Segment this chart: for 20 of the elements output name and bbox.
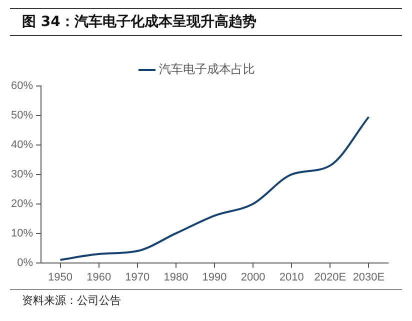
y-tick-label: 50% bbox=[10, 110, 34, 122]
x-tick-label: 2020E bbox=[314, 271, 346, 284]
chart-title: 图 34：汽车电子化成本呈现升高趋势 bbox=[10, 8, 402, 36]
x-tick-label: 2030E bbox=[352, 271, 385, 284]
line-series bbox=[59, 116, 370, 261]
text: 资料来源：公司公告 bbox=[10, 289, 402, 308]
x-tick-label: 1960 bbox=[86, 271, 112, 284]
x-tick-label: 1980 bbox=[164, 271, 188, 284]
y-tick-label: 40% bbox=[10, 138, 34, 151]
y-tick-label: 30% bbox=[10, 168, 34, 180]
x-tick-label: 2000 bbox=[240, 271, 266, 284]
x-tick-label: 1950 bbox=[48, 271, 73, 284]
x-tick-label: 1970 bbox=[125, 271, 150, 284]
y-tick-label: 60% bbox=[10, 80, 34, 92]
y-tick-label: 0% bbox=[17, 256, 34, 269]
y-tick-label: 10% bbox=[10, 227, 34, 240]
x-tick-label: 2010 bbox=[279, 271, 304, 284]
x-tick-label: 1990 bbox=[202, 271, 227, 284]
legend-label: 汽车电子成本占比 bbox=[159, 62, 255, 76]
y-tick-label: 20% bbox=[10, 198, 34, 210]
